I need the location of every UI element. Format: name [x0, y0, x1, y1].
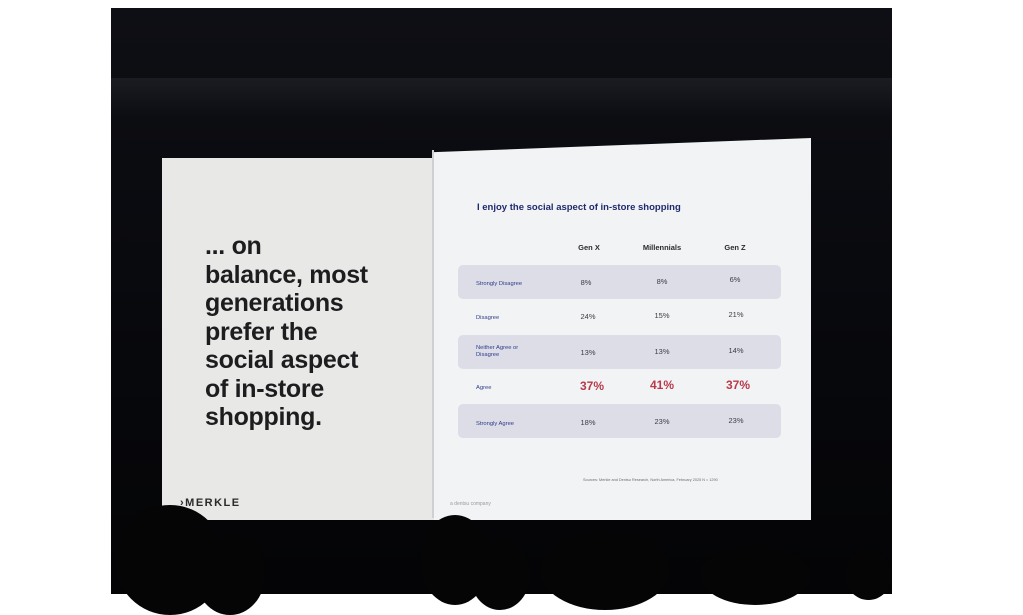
audience-head: [540, 530, 670, 610]
slide-left-panel: [162, 158, 434, 520]
audience-head: [470, 540, 530, 610]
slide-right-panel: [434, 138, 811, 520]
audience-head: [845, 550, 892, 600]
ceiling-band: [111, 78, 892, 118]
audience-head: [195, 535, 265, 615]
audience-head: [700, 545, 810, 605]
